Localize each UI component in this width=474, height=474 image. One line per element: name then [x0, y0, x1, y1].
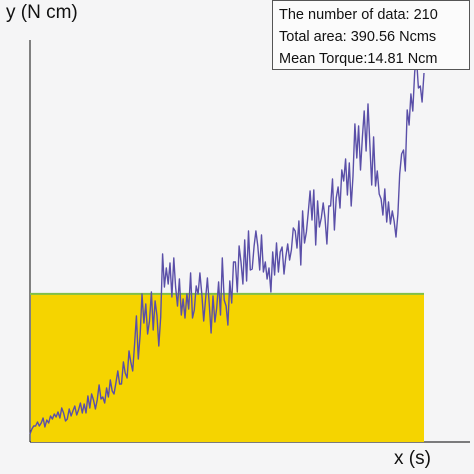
- series-group: [29, 57, 425, 435]
- total-area-text: Total area: 390.56 Ncms: [279, 29, 437, 45]
- data-count-text: The number of data: 210: [279, 7, 438, 23]
- mean-torque-text: Mean Torque:14.81 Ncm: [279, 51, 438, 67]
- torque-series-line: [29, 57, 425, 435]
- x-axis-label: x (s): [394, 448, 431, 469]
- info-box: The number of data: 210 Total area: 390.…: [272, 0, 470, 70]
- y-axis-label: y (N cm): [6, 2, 78, 23]
